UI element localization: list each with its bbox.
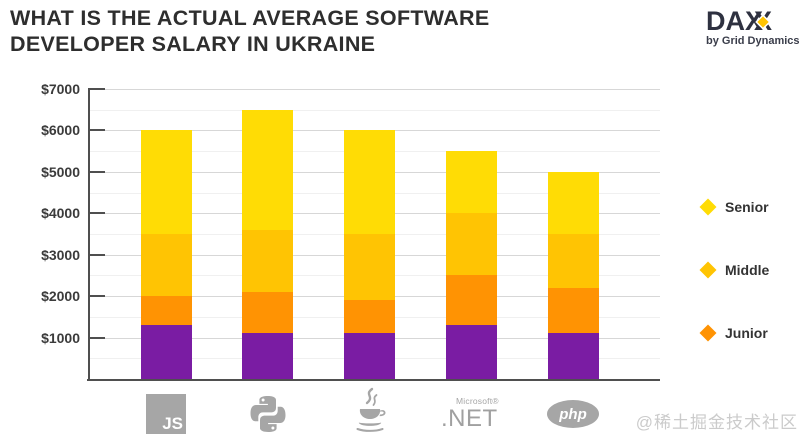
y-axis-label: $2000	[41, 288, 80, 305]
daxx-logo-wordmark: DAXX	[706, 6, 790, 36]
watermark: @稀土掘金技术社区	[635, 413, 798, 432]
y-axis-tick	[88, 295, 105, 298]
y-axis-label: $7000	[41, 81, 80, 97]
legend-diamond-icon	[699, 198, 717, 216]
y-axis-tick	[88, 253, 105, 256]
dotnet-icon: Microsoft® .NET	[441, 396, 499, 431]
bar-segment-senior-php	[547, 171, 599, 234]
bar-segment-junior-php	[547, 287, 599, 334]
microsoft-label: Microsoft®	[456, 396, 499, 406]
bar-segment-middle-java	[344, 234, 395, 301]
php-icon: php	[547, 400, 599, 428]
bar-segment-middle-python	[242, 229, 294, 292]
javascript-icon: JS	[146, 394, 186, 434]
y-axis-tick	[88, 88, 105, 90]
bar-segment-junior-microsoft-net	[445, 275, 497, 326]
daxx-logo: DAXX by Grid Dynamics	[706, 6, 800, 48]
chart-legend: Senior Middle Junior	[699, 198, 770, 342]
legend-label: Senior	[725, 199, 769, 215]
python-icon	[248, 394, 288, 439]
y-axis-label: $6000	[41, 122, 80, 139]
gridline-major	[88, 89, 660, 90]
bar-segment-base-php	[547, 333, 599, 379]
page-title: WHAT IS THE ACTUAL AVERAGE SOFTWARE DEVE…	[10, 5, 490, 57]
java-icon-glyph	[356, 387, 386, 432]
legend-diamond-icon	[699, 324, 717, 342]
bar-segment-middle-microsoft-net	[445, 213, 497, 276]
bar-segment-junior-javascript	[140, 296, 192, 326]
bar-segment-base-java	[344, 333, 395, 379]
y-axis-tick	[88, 170, 105, 173]
stacked-bar-chart: $1000 $2000 $3000 $4000 $5000 $6000 $7000	[41, 81, 660, 381]
y-axis-label: $5000	[41, 163, 80, 180]
bar-segment-base-python	[242, 333, 294, 379]
bar-segment-junior-python	[242, 292, 294, 334]
logo-tagline: by Grid Dynamics	[706, 35, 800, 47]
bar-segment-junior-java	[344, 300, 395, 334]
legend-item-junior: Junior	[699, 324, 769, 342]
bar-segment-senior-microsoft-net	[445, 151, 497, 214]
python-icon-glyph	[250, 396, 286, 432]
bar-segment-senior-python	[242, 109, 294, 230]
y-axis-label: $4000	[41, 205, 80, 222]
logo-letters-da: DA	[706, 6, 745, 36]
bar-segment-base-microsoft-net	[445, 325, 497, 379]
legend-item-middle: Middle	[699, 261, 770, 279]
legend-item-senior: Senior	[699, 198, 769, 216]
y-axis-line	[88, 89, 90, 379]
legend-label: Junior	[725, 325, 768, 341]
bar-segment-middle-php	[547, 234, 599, 288]
java-icon	[350, 387, 390, 442]
bar-segment-senior-java	[344, 130, 395, 234]
x-axis-line	[87, 379, 660, 381]
javascript-icon-label: JS	[162, 414, 183, 433]
y-axis-label: $1000	[41, 329, 80, 346]
y-axis-tick	[88, 129, 105, 132]
title-line-2: DEVELOPER SALARY IN UKRAINE	[10, 32, 376, 56]
bar-segment-senior-javascript	[140, 130, 192, 234]
legend-diamond-icon	[699, 261, 717, 279]
dotnet-label: .NET	[441, 405, 498, 432]
gridline-minor	[88, 109, 660, 111]
y-axis-tick	[88, 336, 105, 339]
y-axis-tick	[88, 212, 105, 215]
y-axis-label: $3000	[41, 246, 80, 263]
php-icon-label: php	[559, 405, 587, 423]
legend-label: Middle	[725, 262, 770, 278]
logo-letter-x1: X	[745, 6, 764, 36]
bar-segment-middle-javascript	[140, 234, 192, 297]
title-line-1: WHAT IS THE ACTUAL AVERAGE SOFTWARE	[10, 6, 490, 30]
bar-segment-base-javascript	[140, 325, 192, 379]
